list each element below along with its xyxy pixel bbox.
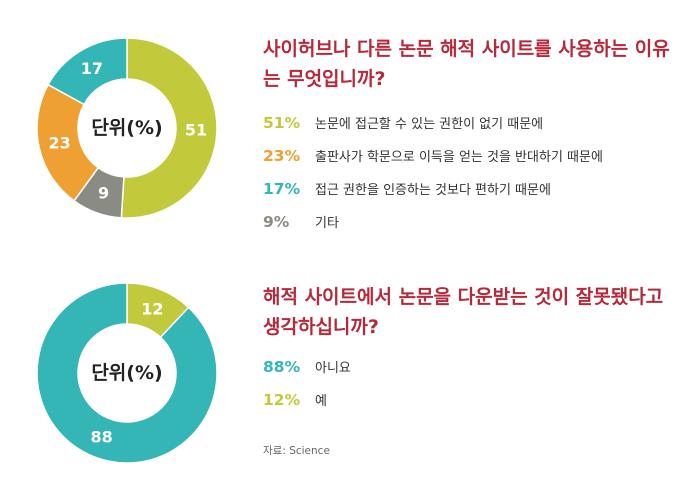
slice-label-reasons-1: 23: [49, 134, 71, 153]
legend-label: 논문에 접근할 수 있는 권한이 없기 때문에: [315, 117, 544, 132]
legend-item-reasons-1: 23% 출판사가 학문으로 이득을 얻는 것을 반대하기 때문에: [263, 139, 603, 172]
legend-label: 출판사가 학문으로 이득을 얻는 것을 반대하기 때문에: [315, 150, 603, 165]
question-title-1: 사이허브나 다른 논문 해적 사이트를 사용하는 이유는 무엇입니까?: [263, 38, 670, 90]
legend-label: 아니요: [315, 361, 351, 376]
legend-value: 88%: [263, 357, 301, 376]
center-label-reasons: 단위(%): [91, 117, 162, 139]
slice-reasons-2: [47, 37, 128, 106]
slice-label-wrongdoing-1: 12: [141, 299, 163, 318]
legend-label: 예: [315, 394, 327, 409]
slice-label-reasons-2: 17: [81, 59, 103, 78]
slice-wrongdoing-0: [36, 282, 218, 464]
legend-value: 9%: [263, 212, 290, 231]
legend-item-reasons-0: 51% 논문에 접근할 수 있는 권한이 없기 때문에: [263, 106, 603, 139]
legend-item-wrongdoing-0: 88% 아니요: [263, 350, 351, 383]
legend-value: 12%: [263, 390, 301, 409]
slice-reasons-0: [120, 37, 218, 219]
center-label-wrongdoing: 단위(%): [91, 362, 162, 384]
source-note: 자료: Science: [263, 445, 330, 457]
slice-label-wrongdoing-0: 88: [90, 428, 112, 447]
slice-label-reasons-3: 9: [98, 183, 109, 202]
slice-label-reasons-0: 51: [185, 121, 207, 140]
legend-item-wrongdoing-1: 12% 예: [263, 383, 351, 416]
legend-value: 23%: [263, 146, 301, 165]
legend-1: 51% 논문에 접근할 수 있는 권한이 없기 때문에 23% 출판사가 학문으로 이…: [263, 106, 603, 238]
donut-chart-reasons: 51 9 23 17 단위(%): [36, 37, 218, 219]
donut-chart-wrongdoing: 12 88 단위(%): [36, 282, 218, 464]
legend-item-reasons-3: 9% 기타: [263, 205, 603, 238]
legend-item-reasons-2: 17% 접근 권한을 인증하는 것보다 편하기 때문에: [263, 172, 603, 205]
legend-value: 51%: [263, 113, 301, 132]
legend-2: 88% 아니요 12% 예: [263, 350, 351, 416]
legend-label: 접근 권한을 인증하는 것보다 편하기 때문에: [315, 183, 551, 198]
legend-label: 기타: [315, 216, 339, 231]
legend-value: 17%: [263, 179, 301, 198]
question-title-2: 해적 사이트에서 논문을 다운받는 것이 잘못됐다고 생각하십니까?: [263, 286, 664, 338]
